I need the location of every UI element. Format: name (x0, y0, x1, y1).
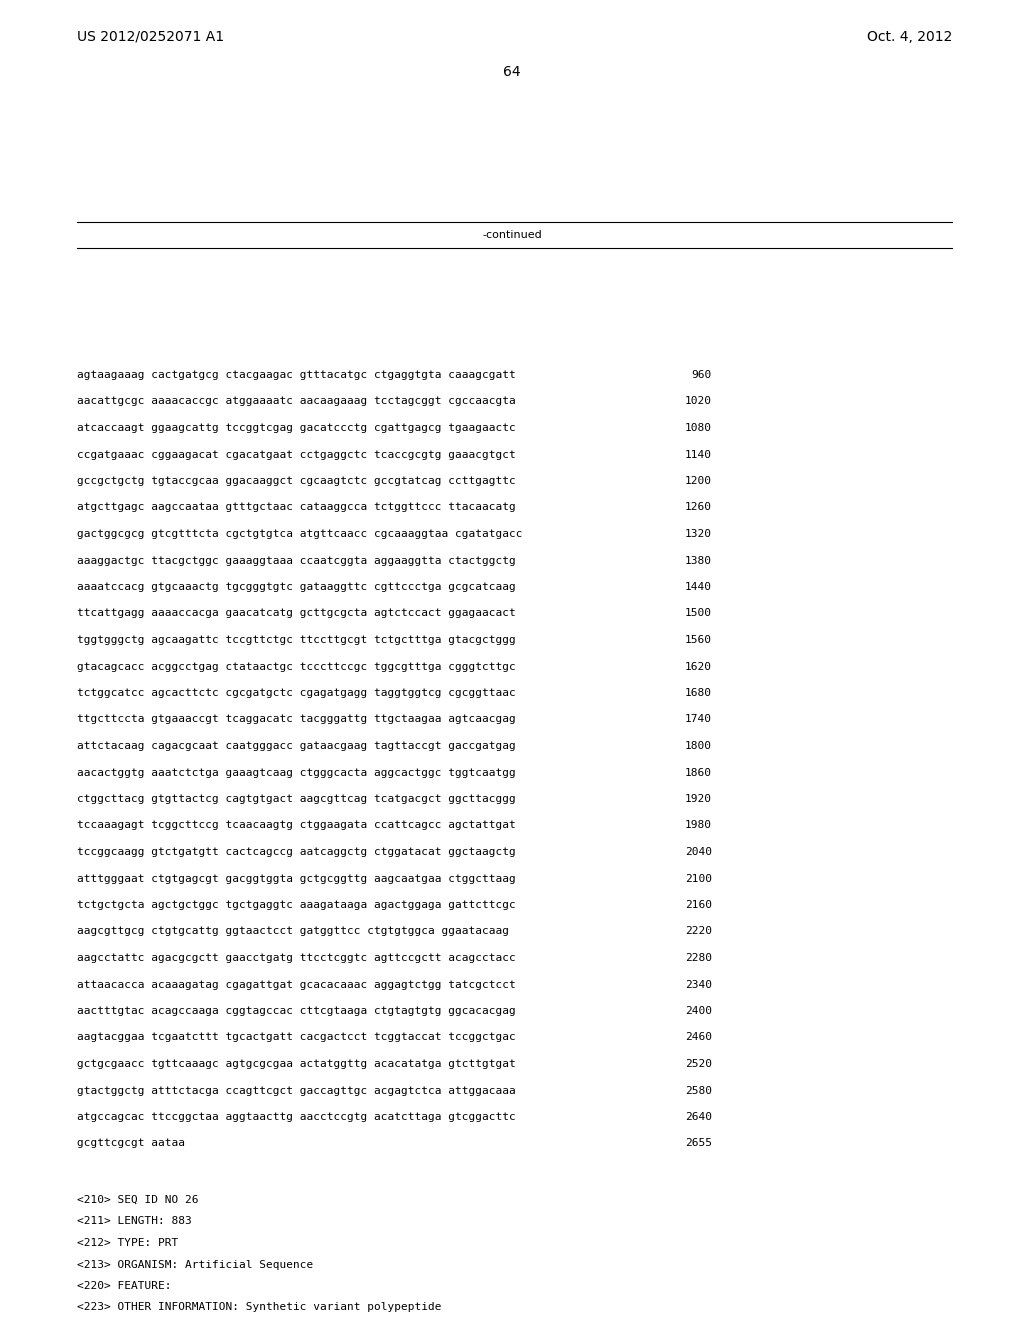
Text: 1140: 1140 (685, 450, 712, 459)
Text: tggtgggctg agcaagattc tccgttctgc ttccttgcgt tctgctttga gtacgctggg: tggtgggctg agcaagattc tccgttctgc ttccttg… (77, 635, 515, 645)
Text: 2400: 2400 (685, 1006, 712, 1016)
Text: atgccagcac ttccggctaa aggtaacttg aacctccgtg acatcttaga gtcggacttc: atgccagcac ttccggctaa aggtaacttg aacctcc… (77, 1111, 515, 1122)
Text: 1740: 1740 (685, 714, 712, 725)
Text: ttcattgagg aaaaccacga gaacatcatg gcttgcgcta agtctccact ggagaacact: ttcattgagg aaaaccacga gaacatcatg gcttgcg… (77, 609, 515, 619)
Text: aagcgttgcg ctgtgcattg ggtaactcct gatggttcc ctgtgtggca ggaatacaag: aagcgttgcg ctgtgcattg ggtaactcct gatggtt… (77, 927, 509, 936)
Text: -continued: -continued (482, 230, 542, 240)
Text: 1260: 1260 (685, 503, 712, 512)
Text: atcaccaagt ggaagcattg tccggtcgag gacatccctg cgattgagcg tgaagaactc: atcaccaagt ggaagcattg tccggtcgag gacatcc… (77, 422, 515, 433)
Text: gtactggctg atttctacga ccagttcgct gaccagttgc acgagtctca attggacaaa: gtactggctg atttctacga ccagttcgct gaccagt… (77, 1085, 515, 1096)
Text: <212> TYPE: PRT: <212> TYPE: PRT (77, 1238, 178, 1247)
Text: 1680: 1680 (685, 688, 712, 698)
Text: 1440: 1440 (685, 582, 712, 591)
Text: 2100: 2100 (685, 874, 712, 883)
Text: 2520: 2520 (685, 1059, 712, 1069)
Text: 2340: 2340 (685, 979, 712, 990)
Text: 64: 64 (503, 65, 521, 79)
Text: 2640: 2640 (685, 1111, 712, 1122)
Text: attctacaag cagacgcaat caatgggacc gataacgaag tagttaccgt gaccgatgag: attctacaag cagacgcaat caatgggacc gataacg… (77, 741, 515, 751)
Text: 2460: 2460 (685, 1032, 712, 1043)
Text: 1800: 1800 (685, 741, 712, 751)
Text: aacattgcgc aaaacaccgc atggaaaatc aacaagaaag tcctagcggt cgccaacgta: aacattgcgc aaaacaccgc atggaaaatc aacaaga… (77, 396, 515, 407)
Text: 960: 960 (691, 370, 712, 380)
Text: 1320: 1320 (685, 529, 712, 539)
Text: aaaggactgc ttacgctggc gaaaggtaaa ccaatcggta aggaaggtta ctactggctg: aaaggactgc ttacgctggc gaaaggtaaa ccaatcg… (77, 556, 515, 565)
Text: tctggcatcc agcacttctc cgcgatgctc cgagatgagg taggtggtcg cgcggttaac: tctggcatcc agcacttctc cgcgatgctc cgagatg… (77, 688, 515, 698)
Text: 2655: 2655 (685, 1138, 712, 1148)
Text: agtaagaaag cactgatgcg ctacgaagac gtttacatgc ctgaggtgta caaagcgatt: agtaagaaag cactgatgcg ctacgaagac gtttaca… (77, 370, 515, 380)
Text: ctggcttacg gtgttactcg cagtgtgact aagcgttcag tcatgacgct ggcttacggg: ctggcttacg gtgttactcg cagtgtgact aagcgtt… (77, 795, 515, 804)
Text: gactggcgcg gtcgtttcta cgctgtgtca atgttcaacc cgcaaaggtaa cgatatgacc: gactggcgcg gtcgtttcta cgctgtgtca atgttca… (77, 529, 522, 539)
Text: 1980: 1980 (685, 821, 712, 830)
Text: US 2012/0252071 A1: US 2012/0252071 A1 (77, 30, 224, 44)
Text: gcgttcgcgt aataa: gcgttcgcgt aataa (77, 1138, 184, 1148)
Text: 1200: 1200 (685, 477, 712, 486)
Text: <210> SEQ ID NO 26: <210> SEQ ID NO 26 (77, 1195, 199, 1205)
Text: 1920: 1920 (685, 795, 712, 804)
Text: 1620: 1620 (685, 661, 712, 672)
Text: 2580: 2580 (685, 1085, 712, 1096)
Text: gtacagcacc acggcctgag ctataactgc tcccttccgc tggcgtttga cgggtcttgc: gtacagcacc acggcctgag ctataactgc tcccttc… (77, 661, 515, 672)
Text: 1560: 1560 (685, 635, 712, 645)
Text: atgcttgagc aagccaataa gtttgctaac cataaggcca tctggttccc ttacaacatg: atgcttgagc aagccaataa gtttgctaac cataagg… (77, 503, 515, 512)
Text: aagcctattc agacgcgctt gaacctgatg ttcctcggtc agttccgctt acagcctacc: aagcctattc agacgcgctt gaacctgatg ttcctcg… (77, 953, 515, 964)
Text: aaaatccacg gtgcaaactg tgcgggtgtc gataaggttc cgttccctga gcgcatcaag: aaaatccacg gtgcaaactg tgcgggtgtc gataagg… (77, 582, 515, 591)
Text: Oct. 4, 2012: Oct. 4, 2012 (867, 30, 952, 44)
Text: aactttgtac acagccaaga cggtagccac cttcgtaaga ctgtagtgtg ggcacacgag: aactttgtac acagccaaga cggtagccac cttcgta… (77, 1006, 515, 1016)
Text: 1500: 1500 (685, 609, 712, 619)
Text: <220> FEATURE:: <220> FEATURE: (77, 1280, 171, 1291)
Text: aagtacggaa tcgaatcttt tgcactgatt cacgactcct tcggtaccat tccggctgac: aagtacggaa tcgaatcttt tgcactgatt cacgact… (77, 1032, 515, 1043)
Text: ccgatgaaac cggaagacat cgacatgaat cctgaggctc tcaccgcgtg gaaacgtgct: ccgatgaaac cggaagacat cgacatgaat cctgagg… (77, 450, 515, 459)
Text: tctgctgcta agctgctggc tgctgaggtc aaagataaga agactggaga gattcttcgc: tctgctgcta agctgctggc tgctgaggtc aaagata… (77, 900, 515, 909)
Text: 1080: 1080 (685, 422, 712, 433)
Text: 1860: 1860 (685, 767, 712, 777)
Text: atttgggaat ctgtgagcgt gacggtggta gctgcggttg aagcaatgaa ctggcttaag: atttgggaat ctgtgagcgt gacggtggta gctgcgg… (77, 874, 515, 883)
Text: 1380: 1380 (685, 556, 712, 565)
Text: tccggcaagg gtctgatgtt cactcagccg aatcaggctg ctggatacat ggctaagctg: tccggcaagg gtctgatgtt cactcagccg aatcagg… (77, 847, 515, 857)
Text: 2160: 2160 (685, 900, 712, 909)
Text: 1020: 1020 (685, 396, 712, 407)
Text: attaacacca acaaagatag cgagattgat gcacacaaac aggagtctgg tatcgctcct: attaacacca acaaagatag cgagattgat gcacaca… (77, 979, 515, 990)
Text: ttgcttccta gtgaaaccgt tcaggacatc tacgggattg ttgctaagaa agtcaacgag: ttgcttccta gtgaaaccgt tcaggacatc tacggga… (77, 714, 515, 725)
Text: 2220: 2220 (685, 927, 712, 936)
Text: <223> OTHER INFORMATION: Synthetic variant polypeptide: <223> OTHER INFORMATION: Synthetic varia… (77, 1303, 441, 1312)
Text: tccaaagagt tcggcttccg tcaacaagtg ctggaagata ccattcagcc agctattgat: tccaaagagt tcggcttccg tcaacaagtg ctggaag… (77, 821, 515, 830)
Text: <211> LENGTH: 883: <211> LENGTH: 883 (77, 1217, 191, 1226)
Text: 2280: 2280 (685, 953, 712, 964)
Text: aacactggtg aaatctctga gaaagtcaag ctgggcacta aggcactggc tggtcaatgg: aacactggtg aaatctctga gaaagtcaag ctgggca… (77, 767, 515, 777)
Text: gctgcgaacc tgttcaaagc agtgcgcgaa actatggttg acacatatga gtcttgtgat: gctgcgaacc tgttcaaagc agtgcgcgaa actatgg… (77, 1059, 515, 1069)
Text: <213> ORGANISM: Artificial Sequence: <213> ORGANISM: Artificial Sequence (77, 1259, 313, 1270)
Text: 2040: 2040 (685, 847, 712, 857)
Text: gccgctgctg tgtaccgcaa ggacaaggct cgcaagtctc gccgtatcag ccttgagttc: gccgctgctg tgtaccgcaa ggacaaggct cgcaagt… (77, 477, 515, 486)
